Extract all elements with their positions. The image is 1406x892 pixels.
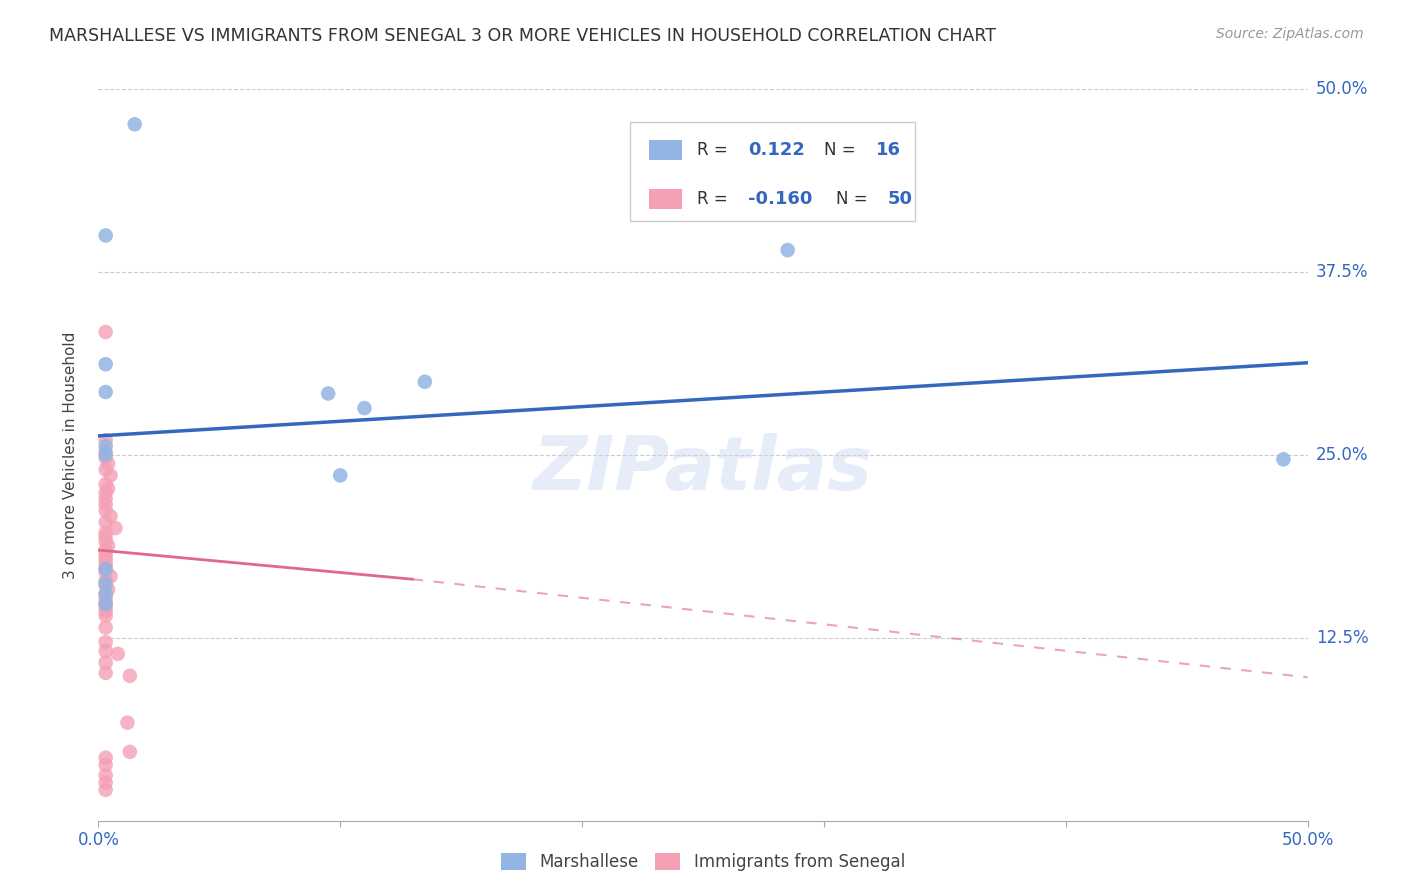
Point — [94, 587, 117, 601]
Point — [94, 783, 117, 797]
Point — [104, 521, 127, 535]
Point — [94, 503, 117, 517]
Point — [94, 565, 117, 579]
Point — [94, 560, 117, 574]
Point — [94, 604, 117, 618]
Point — [94, 525, 117, 540]
Text: 50.0%: 50.0% — [1316, 80, 1368, 98]
Point — [94, 491, 117, 506]
Point — [94, 228, 117, 243]
Point — [97, 482, 120, 496]
Point — [94, 574, 117, 588]
Bar — [648, 139, 682, 160]
Point — [776, 243, 799, 257]
Point — [94, 486, 117, 500]
Text: 25.0%: 25.0% — [1316, 446, 1368, 464]
Point — [94, 600, 117, 615]
Point — [94, 445, 117, 459]
Point — [94, 578, 117, 592]
Point — [100, 569, 122, 583]
Point — [94, 750, 117, 764]
Point — [94, 635, 117, 649]
Point — [94, 450, 117, 465]
Point — [353, 401, 375, 416]
Point — [94, 434, 117, 448]
Point — [94, 775, 117, 789]
Text: R =: R = — [697, 141, 733, 159]
Point — [94, 448, 117, 462]
Point — [94, 656, 117, 670]
Point — [94, 477, 117, 491]
Point — [94, 515, 117, 529]
Bar — [648, 189, 682, 210]
Text: 0.122: 0.122 — [748, 141, 804, 159]
Point — [100, 468, 122, 483]
Point — [94, 325, 117, 339]
Point — [94, 768, 117, 782]
Point — [329, 468, 352, 483]
Point — [94, 576, 117, 591]
Point — [94, 548, 117, 562]
Y-axis label: 3 or more Vehicles in Household: 3 or more Vehicles in Household — [63, 331, 77, 579]
Point — [94, 384, 117, 399]
Text: 16: 16 — [876, 141, 901, 159]
Point — [117, 715, 139, 730]
Point — [1272, 452, 1295, 467]
Point — [94, 498, 117, 512]
Text: N =: N = — [837, 190, 873, 208]
Point — [94, 439, 117, 453]
Point — [97, 539, 120, 553]
Point — [118, 669, 141, 683]
Point — [94, 543, 117, 558]
Legend: Marshallese, Immigrants from Senegal: Marshallese, Immigrants from Senegal — [495, 847, 911, 878]
Point — [94, 591, 117, 606]
Point — [94, 644, 117, 658]
Text: -0.160: -0.160 — [748, 190, 813, 208]
Point — [118, 745, 141, 759]
FancyBboxPatch shape — [630, 122, 915, 221]
Point — [94, 462, 117, 476]
Point — [94, 665, 117, 680]
Point — [413, 375, 436, 389]
Text: 12.5%: 12.5% — [1316, 629, 1368, 647]
Point — [94, 357, 117, 371]
Point — [94, 562, 117, 576]
Point — [94, 587, 117, 601]
Point — [94, 621, 117, 635]
Point — [94, 596, 117, 610]
Text: 37.5%: 37.5% — [1316, 263, 1368, 281]
Text: R =: R = — [697, 190, 733, 208]
Point — [94, 556, 117, 570]
Point — [94, 534, 117, 549]
Point — [316, 386, 339, 401]
Text: ZIPatlas: ZIPatlas — [533, 433, 873, 506]
Point — [97, 582, 120, 597]
Text: Source: ZipAtlas.com: Source: ZipAtlas.com — [1216, 27, 1364, 41]
Point — [94, 597, 117, 611]
Text: N =: N = — [824, 141, 860, 159]
Point — [100, 509, 122, 524]
Text: MARSHALLESE VS IMMIGRANTS FROM SENEGAL 3 OR MORE VEHICLES IN HOUSEHOLD CORRELATI: MARSHALLESE VS IMMIGRANTS FROM SENEGAL 3… — [49, 27, 997, 45]
Point — [97, 457, 120, 471]
Point — [107, 647, 129, 661]
Point — [94, 530, 117, 544]
Point — [94, 758, 117, 772]
Point — [94, 551, 117, 566]
Point — [94, 608, 117, 623]
Text: 50: 50 — [889, 190, 912, 208]
Point — [124, 117, 146, 131]
